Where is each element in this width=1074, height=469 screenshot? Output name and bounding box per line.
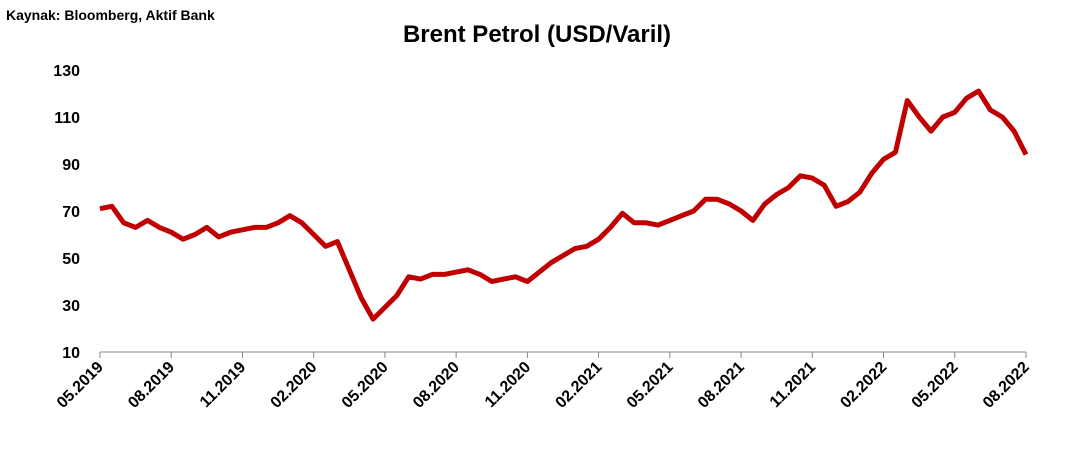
chart-title: Brent Petrol (USD/Varil) (403, 21, 671, 48)
y-tick-label: 10 (62, 345, 80, 362)
x-tick-label: 05.2021 (624, 359, 677, 412)
x-tick-label: 08.2020 (410, 359, 463, 412)
x-tick-label: 08.2022 (980, 359, 1033, 412)
x-tick-label: 05.2019 (54, 359, 107, 412)
x-tick-label: 11.2021 (767, 359, 819, 411)
x-tick-label: 08.2019 (125, 359, 178, 412)
x-tick-label: 11.2020 (482, 359, 534, 411)
source-note: Kaynak: Bloomberg, Aktif Bank (6, 7, 215, 23)
y-tick-label: 70 (62, 204, 80, 221)
y-tick-label: 90 (62, 157, 80, 174)
x-tick-label: 05.2020 (339, 359, 392, 412)
x-tick-label: 02.2022 (837, 359, 890, 412)
y-tick-label: 30 (62, 298, 80, 315)
x-tick-label: 02.2020 (268, 359, 321, 412)
data-line (99, 88, 1029, 322)
x-tick-label: 05.2022 (909, 359, 962, 412)
y-tick-label: 50 (62, 251, 80, 268)
x-tick-label: 02.2021 (553, 359, 606, 412)
y-tick-label: 130 (53, 63, 80, 80)
x-tick-label: 11.2019 (197, 359, 249, 411)
y-tick-label: 110 (54, 110, 80, 127)
x-tick-label: 08.2021 (695, 359, 748, 412)
